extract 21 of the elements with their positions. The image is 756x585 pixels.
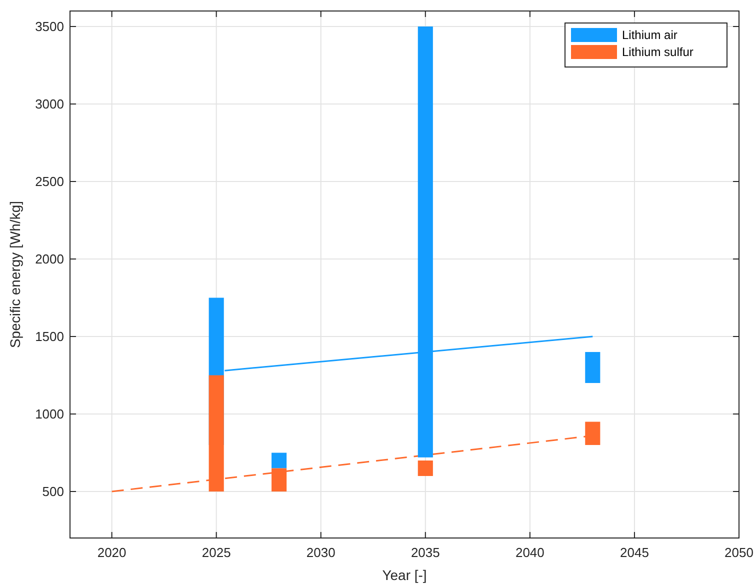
bar (585, 352, 600, 383)
x-tick-label: 2035 (410, 545, 440, 560)
x-tick-label: 2025 (202, 545, 231, 560)
y-axis-title: Specific energy [Wh/kg] (7, 200, 23, 348)
x-tick-label: 2020 (97, 545, 126, 560)
x-tick-label: 2040 (515, 545, 544, 560)
bar (418, 460, 433, 476)
x-tick-label: 2045 (620, 545, 649, 560)
y-tick-label: 3500 (35, 19, 64, 34)
y-tick-label: 3000 (35, 96, 64, 112)
y-tick-label: 500 (42, 484, 64, 500)
legend-label: Lithium air (622, 28, 678, 42)
bar (272, 452, 287, 468)
y-tick-label: 1000 (35, 406, 64, 422)
x-tick-label: 2050 (724, 545, 754, 560)
y-tick-label: 2000 (35, 252, 64, 267)
y-tick-label: 1500 (35, 329, 64, 344)
x-axis-title: Year [-] (382, 567, 427, 583)
x-tick-label: 2030 (306, 545, 336, 560)
y-tick-label: 2500 (35, 174, 64, 190)
legend-label: Lithium sulfur (622, 45, 694, 60)
